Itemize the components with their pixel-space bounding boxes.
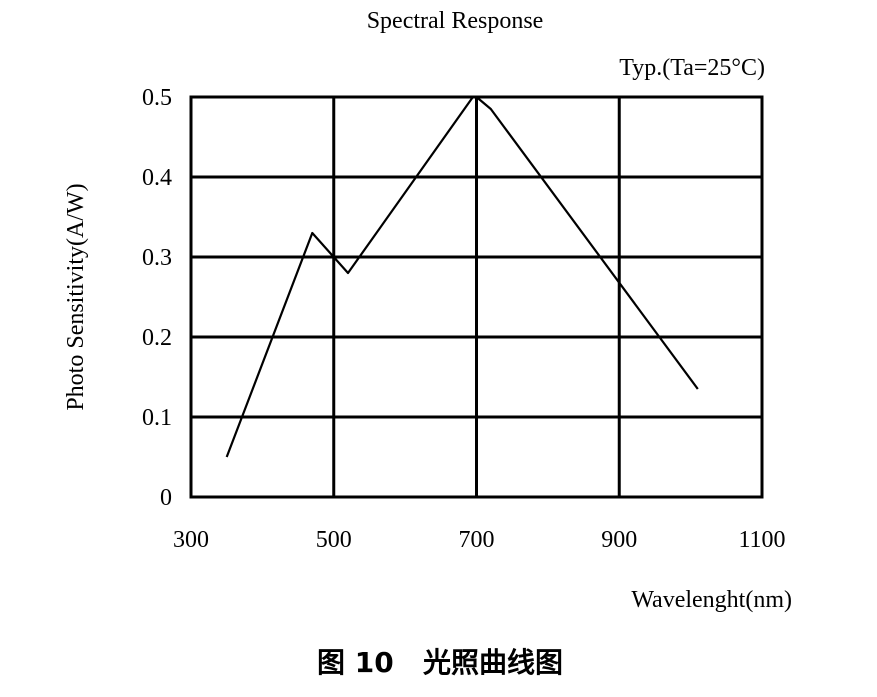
y-tick-labels: 0 0.1 0.2 0.3 0.4 0.5 [142, 85, 172, 511]
x-tick-label: 1100 [738, 527, 785, 553]
x-tick-labels: 300 500 700 900 1100 [173, 527, 786, 553]
x-tick-label: 700 [459, 527, 495, 553]
figure-caption: 图 10 光照曲线图 [317, 646, 563, 679]
grid-lines [189, 95, 764, 499]
chart-subtitle: Typ.(Ta=25°C) [619, 55, 765, 81]
y-tick-label: 0.3 [142, 245, 172, 271]
x-tick-label: 900 [601, 527, 637, 553]
x-tick-label: 300 [173, 527, 209, 553]
series-group [225, 95, 699, 458]
y-axis-label: Photo Sensitivity(A/W) [63, 183, 89, 410]
y-tick-label: 0 [160, 485, 172, 511]
y-tick-label: 0.2 [142, 325, 172, 351]
x-axis-label: Wavelenght(nm) [631, 587, 792, 613]
series-line-0 [225, 95, 699, 458]
y-tick-label: 0.4 [142, 165, 172, 191]
y-tick-label: 0.5 [142, 85, 172, 111]
x-tick-label: 500 [316, 527, 352, 553]
y-tick-label: 0.1 [142, 405, 172, 431]
chart-title: Spectral Response [367, 8, 544, 34]
